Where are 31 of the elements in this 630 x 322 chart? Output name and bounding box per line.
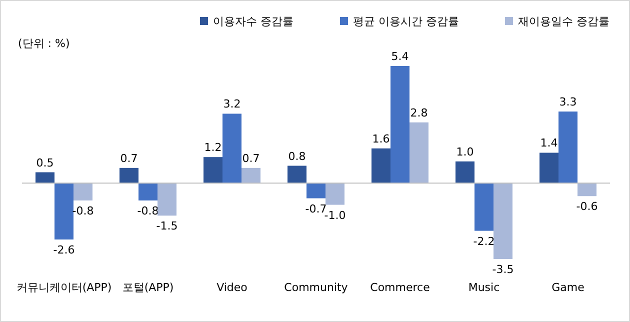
data-label: -3.5 bbox=[492, 263, 514, 276]
data-label: -2.6 bbox=[53, 243, 75, 256]
legend-label: 이용자수 증감률 bbox=[213, 15, 294, 28]
data-label: 1.4 bbox=[540, 136, 558, 150]
data-label: 0.8 bbox=[288, 150, 306, 163]
data-label: -0.6 bbox=[576, 200, 598, 214]
data-label: 2.8 bbox=[410, 106, 428, 120]
data-label: 0.5 bbox=[36, 156, 54, 170]
data-label: -2.2 bbox=[473, 234, 495, 248]
data-label: 1.0 bbox=[456, 145, 474, 158]
data-label: 1.6 bbox=[372, 132, 390, 146]
data-label: -0.7 bbox=[305, 202, 327, 216]
data-label: -1.5 bbox=[156, 220, 178, 233]
data-label: 3.2 bbox=[223, 98, 241, 111]
x-tick-label: Community bbox=[284, 281, 348, 294]
data-label: 0.7 bbox=[120, 152, 138, 165]
data-label: -1.0 bbox=[324, 208, 346, 222]
data-label: 3.3 bbox=[559, 96, 577, 109]
data-label: -0.8 bbox=[137, 204, 159, 218]
data-label: 0.7 bbox=[242, 152, 260, 165]
x-tick-label: Video bbox=[216, 281, 248, 294]
text: (단위 : %) bbox=[18, 37, 70, 50]
x-tick-label: Commerce bbox=[370, 281, 430, 294]
x-tick-label: 포털(APP) bbox=[122, 281, 174, 294]
data-label: 1.2 bbox=[204, 141, 222, 154]
legend-label: 평균 이용시간 증감률 bbox=[353, 15, 459, 28]
data-label: 5.4 bbox=[391, 50, 409, 63]
x-tick-label: Game bbox=[552, 281, 585, 294]
legend-label: 재이용일수 증감률 bbox=[518, 15, 610, 28]
x-tick-label: 커뮤니케이터(APP) bbox=[16, 281, 112, 294]
x-tick-label: Music bbox=[468, 281, 500, 294]
